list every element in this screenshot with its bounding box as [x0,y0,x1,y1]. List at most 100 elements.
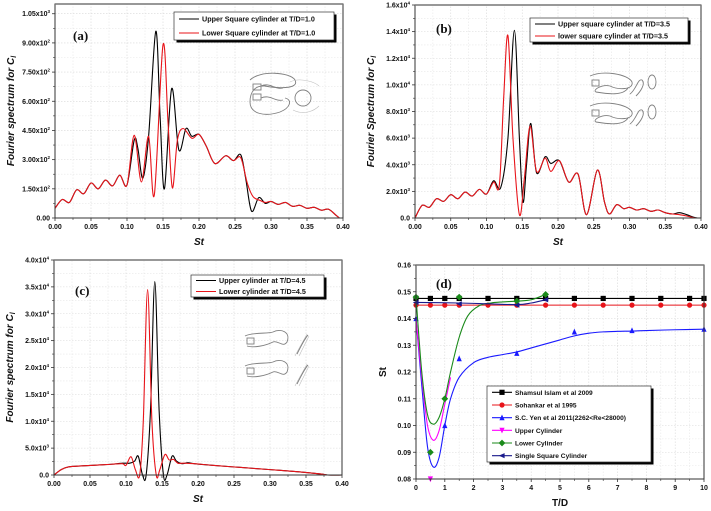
vortex-core [295,90,311,106]
x-tick-label: 10 [700,485,708,492]
y-tick-label: 2.5x104 [25,336,49,345]
x-tick-label: 0.40 [336,224,350,231]
y-tick-label: 8.0x103 [386,107,410,116]
legend-label: Single Square Cylinder [515,453,588,460]
x-tick-label: 5 [558,485,562,492]
legend-label: Upper Cylinder [515,428,563,435]
x-tick-label: 2 [472,485,476,492]
y-tick-label: 0.09 [397,450,411,457]
y-tick-label: 0.12 [397,370,411,377]
data-point-series-1 [629,303,634,308]
data-point-series-0 [442,296,447,301]
data-point-series-0 [629,296,634,301]
x-tick-label: 0.15 [155,481,169,488]
y-tick-label: 1.0x104 [25,417,49,426]
x-tick-label: 0.25 [227,481,241,488]
data-point-series-0 [687,296,692,301]
x-tick-label: 0.30 [264,224,278,231]
x-tick-label: 0.05 [83,481,97,488]
legend-label: Upper cylinder at T/D=4.5 [219,276,305,285]
y-tick-label: 1.50x102 [22,184,50,193]
y-tick-label: 4.50x102 [22,126,50,135]
inset-vortex-contour-image [250,73,319,114]
series-line-0 [55,31,339,218]
vortex-core [648,105,656,119]
legend: Upper square cylinder at T/D=3.5lower sq… [530,18,691,45]
y-tick-label: 1.5x104 [25,390,49,399]
y-tick-label: 0.11 [398,396,411,403]
data-point-series-1 [601,303,606,308]
y-tick-label: 0.16 [397,263,411,270]
legend-label: Lower Square cylinder at T/D=1.0 [202,29,315,38]
legend-label: lower square cylinder at T/D=3.5 [558,32,668,41]
legend-marker-swatch [499,402,504,407]
y-tick-label: 0.13 [397,343,411,350]
x-tick-label: 0.00 [47,481,61,488]
x-tick-label: 0.15 [156,224,170,231]
x-tick-label: 0.10 [480,224,494,231]
series-group [55,31,339,218]
x-axis-title: St [194,237,205,248]
legend-label: Lower cylinder at T/D=4.5 [219,287,306,296]
x-tick-label: 0.35 [658,224,672,231]
vortex-core [648,75,656,89]
x-tick-label: 0.30 [623,224,637,231]
y-axis-title: St [378,366,389,377]
y-tick-label: 1.2x104 [386,54,410,63]
x-tick-label: 0.20 [191,481,205,488]
y-tick-label: 6.00x102 [22,97,50,106]
x-tick-label: 4 [529,485,533,492]
legend-label: Sohankar et al 1995 [515,403,577,410]
y-tick-label: 2.0x103 [386,187,410,196]
x-tick-label: 0.15 [515,224,529,231]
y-tick-label: 0.08 [397,477,411,484]
panel-a: 0.000.050.100.150.200.250.300.350.400.00… [6,4,350,248]
x-tick-label: 1 [443,485,447,492]
y-tick-label: 7.50x102 [22,68,50,77]
x-tick-label: 0.10 [120,224,134,231]
y-axis-title: Fourier spectrum for Cl [5,311,17,422]
y-tick-label: 1.0x104 [386,80,410,89]
data-point-series-1 [543,303,548,308]
panel-b: 0.000.050.100.150.200.250.300.350.400.02… [366,1,708,249]
x-tick-label: 0.20 [192,224,206,231]
legend: Upper Square cylinder at T/D=1.0Lower Sq… [174,12,337,43]
x-tick-label: 0.30 [263,481,277,488]
y-tick-label: 3.5x104 [25,282,49,291]
cylinder-lower-shape [592,110,599,116]
y-tick-label: 0.0 [39,473,49,480]
y-tick-label: 9.00x102 [22,38,50,47]
legend: Shamsul Islam et al 2009 Sohankar et al 1… [487,386,654,465]
x-tick-label: 0.05 [444,224,458,231]
x-tick-label: 0.25 [228,224,242,231]
y-tick-label: 0.15 [397,289,411,296]
data-point-series-0 [428,296,433,301]
panel-d: 0123456789100.080.090.100.110.120.130.14… [378,263,708,510]
legend-label: Shamsul Islam et al 2009 [515,390,593,397]
panel-label: (c) [75,283,89,298]
y-tick-label: 5.0x103 [25,444,49,453]
y-axis-title: Fourier Spectrum for Cl [366,55,378,167]
x-tick-label: 9 [673,485,677,492]
y-tick-label: 1.05x103 [22,9,50,18]
data-point-series-1 [658,303,663,308]
y-tick-label: 2.0x104 [25,363,49,372]
y-tick-label: 4.0x103 [386,160,410,169]
panel-label: (a) [73,28,88,43]
y-tick-label: 3.00x102 [22,155,50,164]
x-tick-label: 0.40 [335,481,349,488]
x-tick-label: 7 [616,485,620,492]
x-tick-label: 0.40 [694,224,708,231]
x-tick-label: 0 [414,485,418,492]
x-tick-label: 0.25 [587,224,601,231]
legend-label: S.C. Yen et al 2011(2262<Re<28000) [515,415,626,422]
y-tick-label: 0.00 [36,216,50,223]
y-axis-title: Fourier spectrum for Cl [6,55,18,166]
x-tick-label: 0.10 [119,481,133,488]
data-point-series-1 [428,303,433,308]
data-point-series-0 [572,296,577,301]
y-tick-label: 0.10 [397,423,411,430]
legend: Upper cylinder at T/D=4.5 Lower cylinder … [191,275,327,300]
data-point-series-0 [658,296,663,301]
x-tick-label: 3 [500,485,504,492]
